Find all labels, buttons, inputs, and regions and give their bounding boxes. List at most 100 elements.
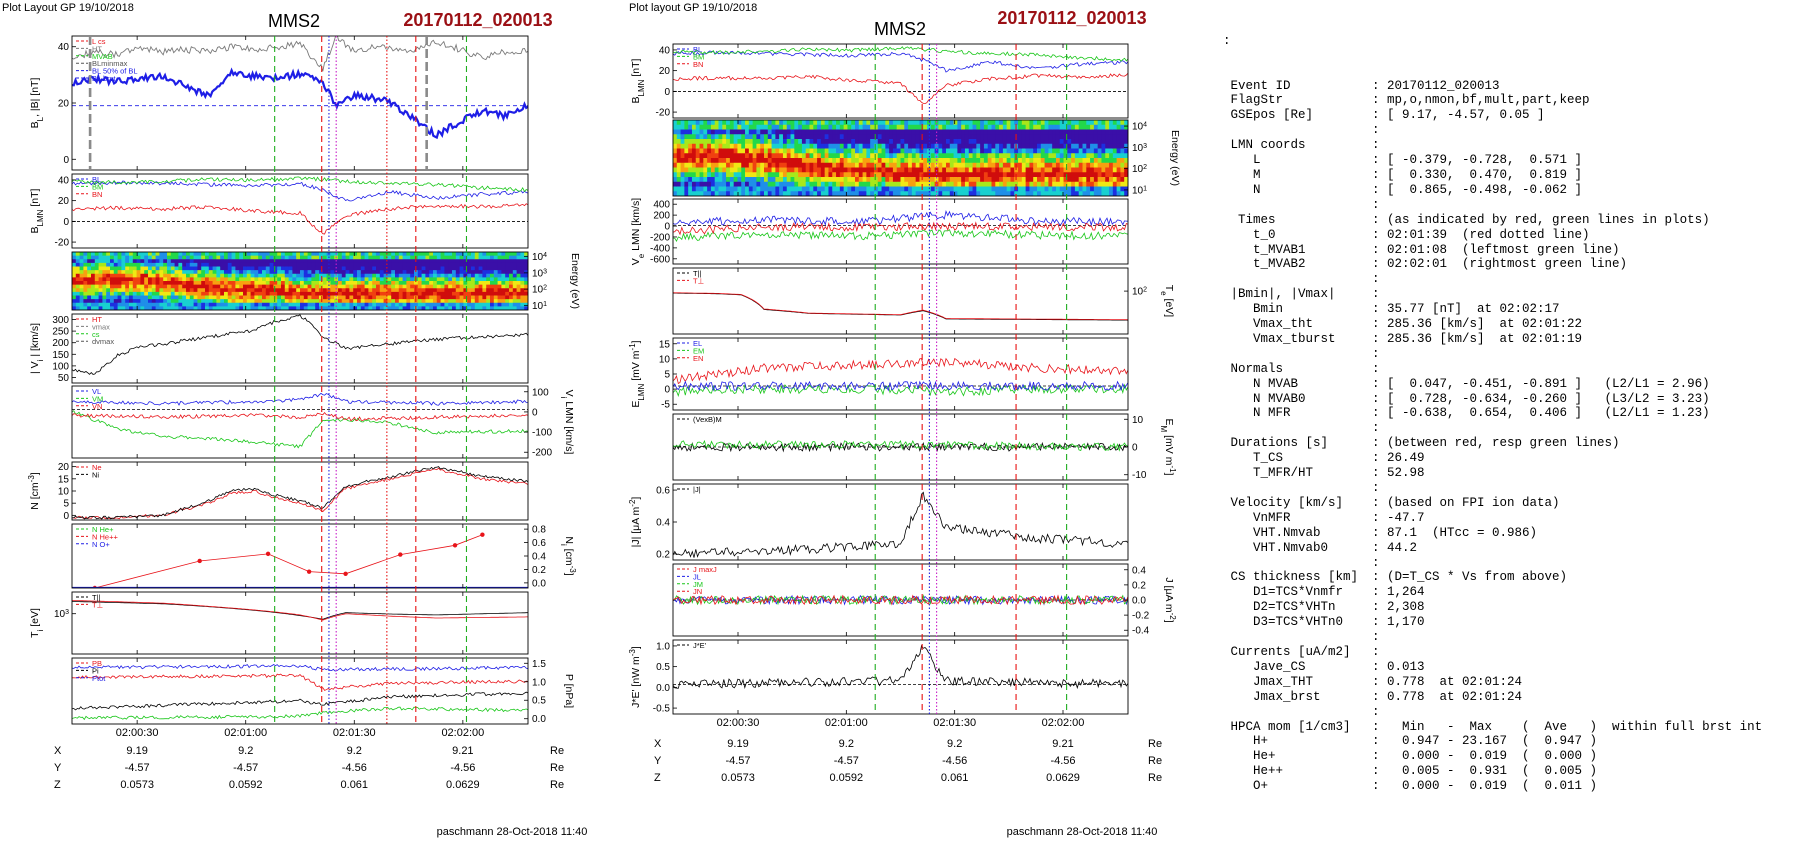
spectrogram-cell: [235, 306, 240, 310]
spectrogram-cell: [1018, 186, 1023, 192]
tick-exp: 2: [1143, 286, 1147, 293]
spectrogram-cell: [376, 302, 381, 307]
spectrogram-cell: [136, 284, 141, 289]
spectrogram-cell: [201, 281, 206, 286]
spectrogram-cell: [688, 181, 693, 187]
spectrogram-cell: [870, 143, 875, 149]
spectrogram-cell: [779, 167, 784, 173]
spectrogram-cell: [490, 302, 495, 307]
spectrogram-cell: [269, 306, 274, 310]
spectrogram-cell: [836, 124, 841, 130]
spectrogram-cell: [972, 134, 977, 140]
spectrogram-cell: [136, 255, 141, 260]
spectrogram-cell: [448, 270, 453, 275]
spectrogram-cell: [1052, 129, 1057, 135]
spectrogram-cell: [94, 255, 99, 260]
spectrogram-cell: [425, 291, 430, 296]
spectrogram-cell: [83, 255, 88, 260]
spectrogram-cell: [376, 284, 381, 289]
spectrogram-cell: [1074, 129, 1080, 135]
spectrogram-cell: [1090, 181, 1095, 187]
spectrogram-cell: [429, 288, 434, 293]
spectrogram-cell: [828, 124, 833, 130]
spectrogram-cell: [307, 262, 312, 267]
spectrogram-cell: [292, 306, 297, 310]
spectrogram-cell: [680, 162, 685, 168]
spectrogram-cell: [839, 158, 845, 164]
spectrogram-cell: [1018, 120, 1023, 126]
spectrogram-cell: [832, 120, 837, 126]
spectrogram-cell: [904, 162, 909, 168]
series-line-em: [673, 439, 1128, 452]
spectrogram-cell: [881, 186, 886, 192]
spectrogram-cell: [680, 158, 685, 164]
spectrogram-cell: [779, 139, 784, 145]
spectrogram-cell: [885, 158, 890, 164]
spectrogram-cell: [224, 255, 229, 260]
spectrogram-cell: [1037, 186, 1042, 192]
spectrogram-cell: [1097, 177, 1102, 183]
axis-label-part: e: [637, 253, 646, 258]
spectrogram-cell: [129, 295, 134, 300]
spectrogram-cell: [805, 120, 810, 126]
spectrogram-cell: [1071, 181, 1076, 187]
spectrogram-cell: [1021, 181, 1027, 187]
spectrogram-cell: [357, 273, 362, 278]
spectrogram-cell: [478, 255, 483, 260]
spectrogram-cell: [748, 158, 754, 164]
spectrogram-cell: [987, 172, 992, 178]
spectrogram-cell: [174, 284, 179, 289]
spectrogram-cell: [786, 167, 791, 173]
spectrogram-cell: [930, 158, 936, 164]
spectrogram-cell: [197, 291, 202, 296]
legend-entry: BL: [92, 175, 101, 184]
spectrogram-cell: [805, 177, 810, 183]
spectrogram-cell: [1116, 172, 1121, 178]
spectrogram-cell: [189, 273, 194, 278]
spectrogram-cell: [357, 252, 362, 257]
spectrogram-cell: [113, 306, 118, 310]
spectrogram-cell: [737, 139, 742, 145]
y-tick-label: 0: [532, 407, 538, 418]
spectrogram-cell: [501, 306, 506, 310]
spectrogram-cell: [379, 299, 384, 304]
spectrogram-cell: [741, 124, 746, 130]
spectrogram-cell: [866, 191, 871, 196]
series-line-bl: [673, 50, 1128, 73]
spectrogram-cell: [471, 295, 476, 300]
position-row-label: X: [54, 745, 62, 757]
spectrogram-cell: [968, 148, 973, 154]
spectrogram-cell: [178, 284, 183, 289]
spectrogram-cell: [1044, 162, 1049, 168]
axis-label-part: LMN [km/s]: [563, 398, 575, 454]
spectrogram-cell: [368, 262, 373, 267]
spectrogram-cell: [163, 288, 168, 293]
spectrogram-cell: [1120, 191, 1125, 196]
spectrogram-cell: [220, 252, 225, 257]
series-line-jn: [673, 594, 1128, 606]
spectrogram-cell: [718, 139, 723, 145]
spectrogram-cell: [505, 291, 510, 296]
spectrogram-cell: [957, 177, 962, 183]
spectrogram-cell: [1105, 181, 1110, 187]
spectrogram-cell: [448, 262, 453, 267]
spectrogram-cell: [159, 288, 164, 293]
spectrogram-cell: [964, 120, 970, 126]
spectrogram-cell: [490, 255, 495, 260]
spectrogram-cell: [923, 120, 928, 126]
spectrogram-cell: [444, 252, 449, 257]
spectrogram-cell: [839, 181, 845, 187]
spectrogram-cell: [436, 273, 441, 278]
spectrogram-cell: [159, 291, 164, 296]
spectrogram-cell: [186, 259, 191, 264]
spectrogram-cell: [429, 295, 434, 300]
spectrogram-cell: [102, 291, 107, 296]
spectrogram-cell: [281, 284, 286, 289]
spectrogram-cell: [866, 129, 871, 135]
spectrogram-cell: [269, 252, 274, 257]
spectrogram-cell: [315, 299, 320, 304]
spectrogram-cell: [745, 134, 750, 140]
spectrogram-cell: [151, 295, 156, 300]
spectrogram-cell: [942, 186, 947, 192]
spectrogram-cell: [360, 255, 365, 260]
